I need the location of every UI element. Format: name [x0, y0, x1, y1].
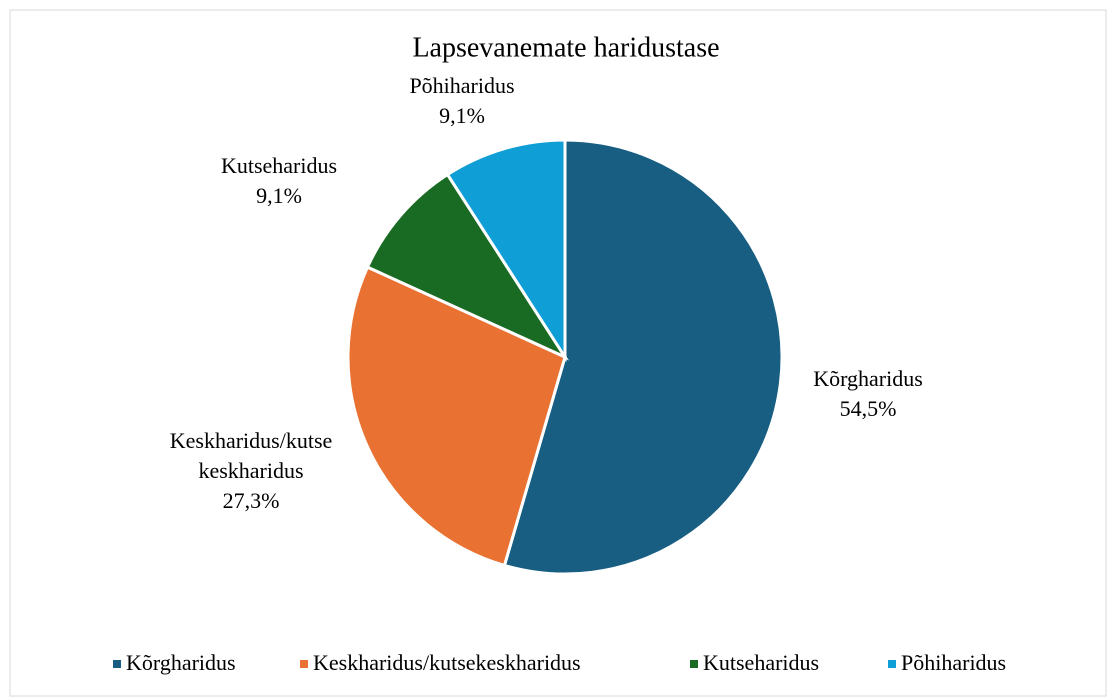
- legend-swatch: [690, 660, 698, 668]
- chart-title: Lapsevanemate haridustase: [412, 32, 719, 63]
- legend-swatch: [300, 660, 308, 668]
- legend-label: Keskharidus/kutsekeskharidus: [313, 650, 581, 675]
- legend-label: Põhiharidus: [901, 650, 1006, 675]
- data-label-value: 27,3%: [223, 488, 280, 513]
- data-label-value: 54,5%: [840, 396, 897, 421]
- data-label-name: Kõrgharidus: [813, 366, 923, 391]
- data-label-name: Keskharidus/kutse keskharidus: [170, 428, 333, 483]
- pie-slice: [346, 265, 567, 568]
- data-label-value: 9,1%: [256, 183, 302, 208]
- legend-label: Kutseharidus: [703, 650, 819, 675]
- pie-slice: [445, 138, 567, 363]
- pie-slice: [365, 172, 570, 361]
- data-label-value: 9,1%: [439, 103, 485, 128]
- data-label-name: Kutseharidus: [221, 153, 337, 178]
- legend-swatch: [113, 660, 121, 668]
- legend-swatch: [888, 660, 896, 668]
- pie-slice: [502, 138, 784, 576]
- legend-label: Kõrgharidus: [126, 650, 236, 675]
- data-label-name: Põhiharidus: [409, 73, 514, 98]
